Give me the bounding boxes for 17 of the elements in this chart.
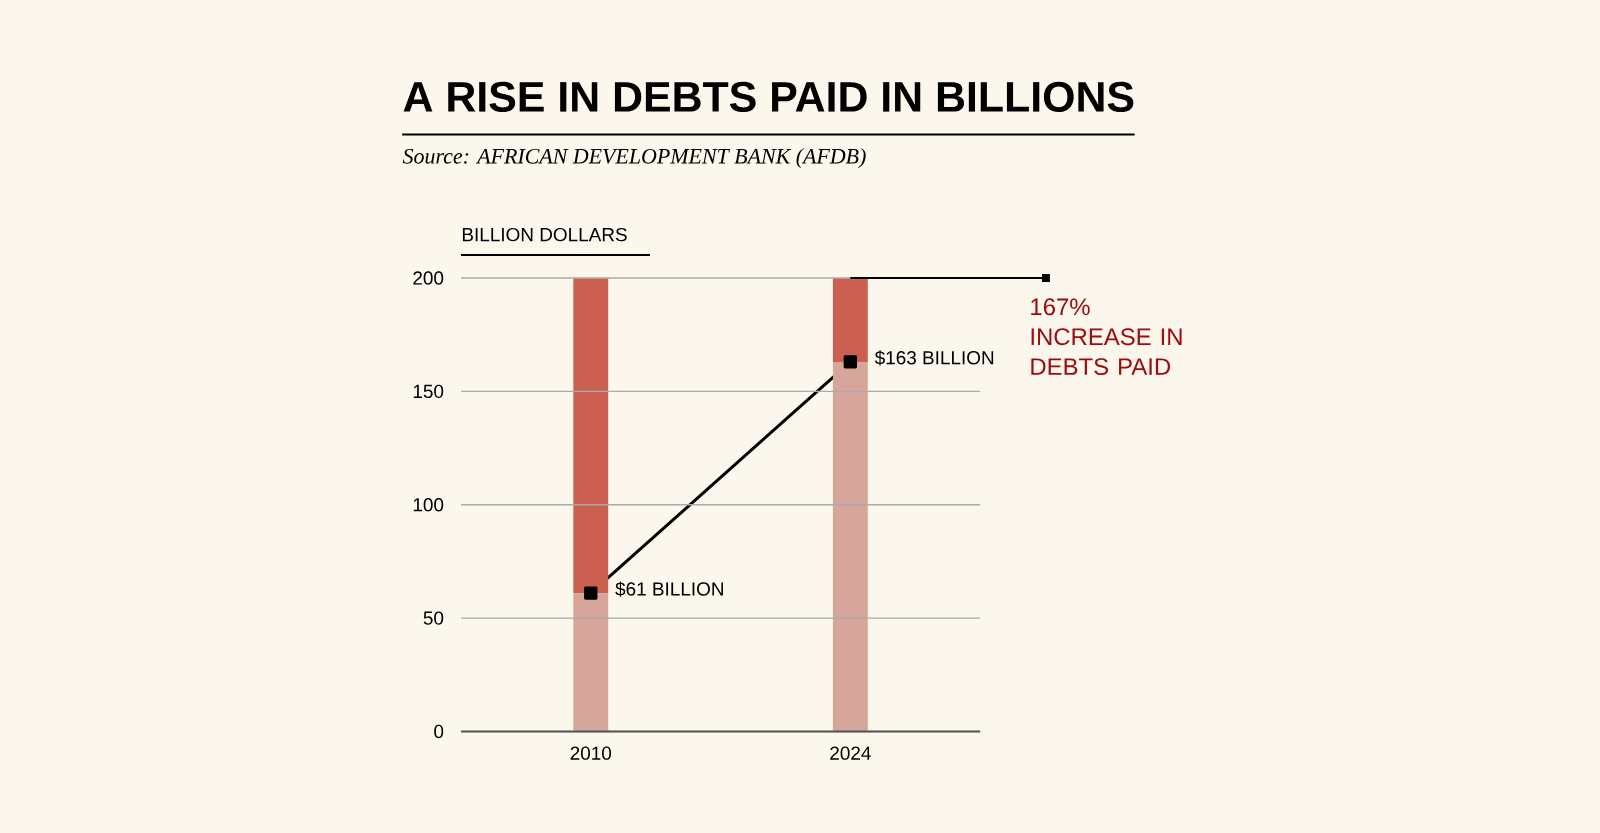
- bar: [832, 277, 868, 362]
- bar: [832, 361, 868, 732]
- bar: [573, 277, 609, 594]
- x-tick-label: 2024: [830, 746, 871, 760]
- chart-title: A RISE IN DEBTS PAID IN BILLIONS: [403, 81, 1134, 112]
- data-label: $163 BILLION: [874, 350, 994, 366]
- source-note: Source: AFRICAN DEVELOPMENT BANK (AFDB): [402, 148, 866, 169]
- x-tick-label: 2010: [570, 746, 612, 760]
- y-tick-label: 0: [434, 724, 444, 739]
- bar: [573, 593, 609, 732]
- data-label: $61 BILLION: [615, 581, 723, 597]
- y-tick-label: 150: [413, 384, 444, 399]
- y-tick-label: 100: [413, 497, 444, 512]
- y-axis-title: BILLION DOLLARS: [462, 227, 627, 242]
- y-tick-label: 50: [423, 611, 444, 625]
- y-tick-label: 200: [413, 271, 444, 285]
- annotation: 167% INCREASE IN DEBTS PAID: [1031, 298, 1182, 376]
